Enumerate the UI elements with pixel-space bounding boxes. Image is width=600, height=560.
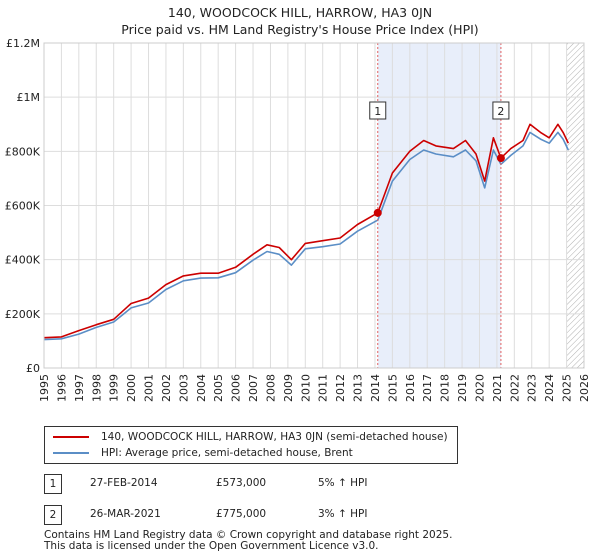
transaction-date: 27-FEB-2014	[90, 477, 158, 489]
x-tick-label: 2007	[247, 374, 260, 402]
legend-swatch-price	[53, 436, 89, 438]
transaction-hpi: 3% ↑ HPI	[318, 508, 368, 520]
x-tick-label: 2015	[386, 374, 399, 402]
x-tick-label: 2013	[352, 374, 365, 402]
x-tick-label: 2025	[561, 374, 574, 402]
footer-line1: Contains HM Land Registry data © Crown c…	[44, 529, 453, 541]
x-tick-label: 2010	[299, 374, 312, 402]
chart-legend: 140, WOODCOCK HILL, HARROW, HA3 0JN (sem…	[44, 426, 458, 464]
y-tick-label: £1M	[17, 91, 41, 104]
y-tick-label: £400K	[5, 254, 41, 267]
x-tick-label: 2026	[578, 374, 591, 402]
y-tick-label: £200K	[5, 308, 41, 321]
transaction-badge: 1	[44, 474, 62, 494]
x-tick-label: 1996	[55, 374, 68, 402]
legend-label-price: 140, WOODCOCK HILL, HARROW, HA3 0JN (sem…	[101, 431, 448, 443]
x-tick-label: 2006	[230, 374, 243, 402]
x-tick-label: 2009	[282, 374, 295, 402]
y-tick-label: £0	[26, 362, 40, 375]
x-tick-label: 2016	[404, 374, 417, 402]
x-tick-label: 2003	[177, 374, 190, 402]
hpi-line	[43, 131, 570, 341]
x-tick-label: 2022	[508, 374, 521, 402]
chart-title-line1: 140, WOODCOCK HILL, HARROW, HA3 0JN	[167, 5, 433, 20]
sale-badge-box	[369, 101, 387, 120]
transaction-hpi: 5% ↑ HPI	[318, 477, 368, 489]
plot-frame	[43, 42, 585, 369]
legend-label-hpi: HPI: Average price, semi-detached house,…	[101, 447, 353, 459]
x-tick-label: 2024	[543, 374, 556, 402]
x-tick-label: 1999	[108, 374, 121, 402]
sale-point	[373, 208, 382, 217]
x-tick-label: 2011	[317, 374, 330, 402]
x-tick-label: 2018	[439, 374, 452, 402]
transaction-row: 2 26-MAR-2021 £775,000 3% ↑ HPI	[44, 505, 584, 525]
x-tick-label: 2020	[473, 374, 486, 402]
footer-line2: This data is licensed under the Open Gov…	[44, 540, 379, 552]
x-tick-label: 2019	[456, 374, 469, 402]
x-tick-label: 2008	[264, 374, 277, 402]
footer-attribution: Contains HM Land Registry data © Crown c…	[44, 530, 452, 552]
y-tick-label: £600K	[5, 200, 41, 213]
transaction-price: £573,000	[216, 477, 267, 489]
x-tick-label: 2012	[334, 374, 347, 402]
x-tick-label: 1997	[73, 374, 86, 402]
y-tick-label: £1.2M	[6, 37, 40, 50]
x-tick-label: 2023	[526, 374, 539, 402]
transaction-row: 1 27-FEB-2014 £573,000 5% ↑ HPI	[44, 474, 584, 494]
y-tick-label: £800K	[5, 145, 41, 158]
legend-item-hpi: HPI: Average price, semi-detached house,…	[53, 445, 353, 461]
sale-badge-label: 1	[374, 105, 381, 118]
price-line	[43, 123, 570, 339]
x-tick-label: 1995	[38, 374, 51, 402]
x-tick-label: 2004	[195, 374, 208, 402]
transaction-badge: 2	[44, 505, 62, 525]
x-tick-label: 2017	[421, 374, 434, 402]
x-tick-label: 2021	[491, 374, 504, 402]
x-tick-label: 2000	[125, 374, 138, 402]
sale-point	[496, 154, 505, 163]
x-tick-label: 2014	[369, 374, 382, 402]
sale-badge-box	[492, 101, 510, 120]
x-tick-label: 2005	[212, 374, 225, 402]
chart-title-line2: Price paid vs. HM Land Registry's House …	[121, 22, 479, 37]
legend-item-price: 140, WOODCOCK HILL, HARROW, HA3 0JN (sem…	[53, 429, 448, 445]
transaction-date: 26-MAR-2021	[90, 508, 161, 520]
legend-swatch-hpi	[53, 452, 89, 454]
chart-title: 140, WOODCOCK HILL, HARROW, HA3 0JN Pric…	[0, 4, 600, 38]
x-tick-label: 2002	[160, 374, 173, 402]
sale-badge-label: 2	[497, 105, 504, 118]
transaction-price: £775,000	[216, 508, 267, 520]
x-tick-label: 2001	[143, 374, 156, 402]
x-tick-label: 1998	[90, 374, 103, 402]
price-chart: 1 2 £0 £200K £400K £600K £800K £1M £1.2M 1995 199…	[5, 37, 591, 402]
